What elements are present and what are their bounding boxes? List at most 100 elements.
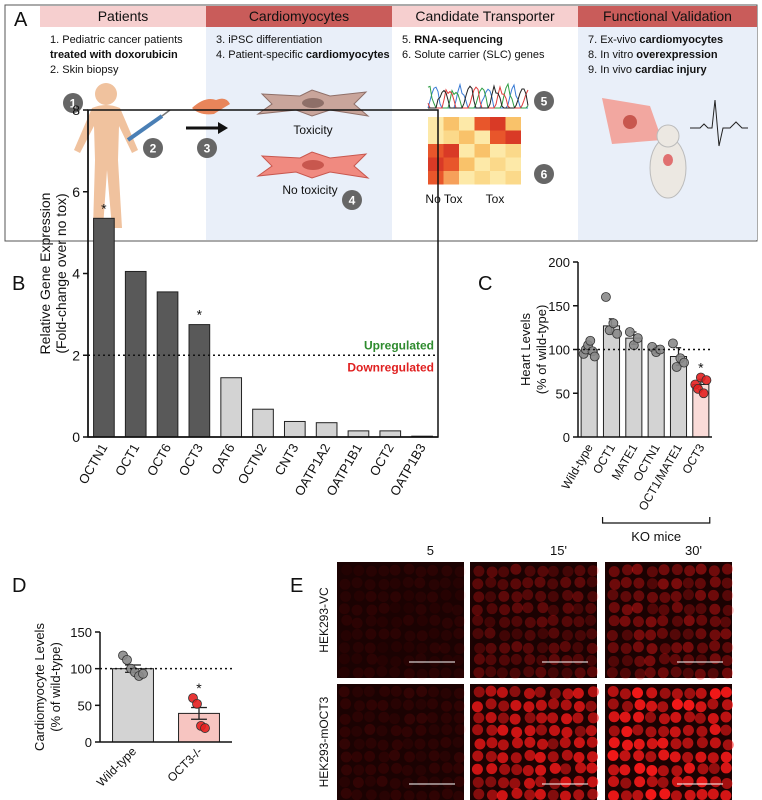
step-badge — [342, 190, 362, 210]
heatmap-cell — [459, 144, 475, 158]
cell — [561, 615, 573, 627]
cell — [586, 666, 598, 678]
cell — [366, 604, 378, 616]
cell — [709, 737, 721, 749]
cell — [633, 577, 645, 589]
micrograph-bg — [337, 684, 464, 800]
cell — [509, 713, 521, 725]
cell — [708, 763, 720, 775]
cell — [586, 736, 598, 748]
cell — [453, 700, 465, 712]
data-point — [668, 338, 678, 349]
cell — [524, 749, 536, 761]
cell — [720, 711, 732, 723]
cell — [619, 711, 631, 723]
cell — [621, 604, 633, 616]
cell — [695, 628, 707, 640]
cell — [669, 654, 681, 666]
y-tick-label: 0 — [563, 430, 570, 445]
cell — [415, 591, 427, 603]
data-point — [671, 362, 682, 372]
cell — [707, 712, 719, 724]
cell — [606, 629, 618, 641]
cell — [415, 653, 427, 665]
cell — [341, 564, 353, 576]
cell — [340, 590, 352, 602]
cell — [497, 724, 509, 736]
x-tick-label: OCT6 — [144, 441, 174, 479]
cell — [441, 602, 453, 614]
cell — [696, 614, 708, 626]
cell — [439, 642, 451, 654]
cell — [365, 737, 377, 749]
cell — [390, 685, 402, 697]
heatmap-cell — [443, 144, 459, 158]
micrograph — [337, 562, 466, 680]
cell-label: Toxicity — [293, 123, 332, 137]
cell — [547, 590, 559, 602]
cell — [547, 789, 559, 800]
data-point — [122, 654, 132, 665]
column-header-text: Candidate Transporter — [415, 8, 555, 24]
cell — [363, 711, 375, 723]
cell — [682, 589, 694, 601]
panel-label: E — [290, 575, 303, 597]
cell — [524, 789, 536, 800]
cell — [376, 725, 388, 737]
cell — [537, 602, 549, 614]
needle — [161, 109, 171, 117]
cell — [378, 711, 390, 723]
cell — [403, 668, 415, 680]
cell — [708, 565, 720, 577]
ecg-trace — [690, 99, 748, 147]
cell — [634, 655, 646, 667]
cell — [585, 725, 597, 737]
cell — [720, 790, 732, 800]
cell — [709, 629, 721, 641]
cell — [427, 591, 439, 603]
cell — [646, 700, 658, 712]
cell — [511, 591, 523, 603]
step-text: 7. Ex-vivo cardiomyocytes — [588, 34, 723, 46]
cell — [485, 654, 497, 666]
cell — [549, 725, 561, 737]
data-point — [608, 318, 619, 329]
cell — [351, 751, 363, 763]
cell — [496, 686, 508, 698]
cell — [454, 723, 466, 735]
cell — [391, 762, 403, 774]
cell — [535, 590, 547, 602]
cell — [471, 701, 483, 713]
cell — [377, 739, 389, 751]
cell — [709, 640, 721, 652]
chromatogram-trace — [428, 84, 529, 109]
y-axis-label: (% of wild-type) — [534, 305, 549, 395]
bar — [188, 324, 211, 438]
step-text: 9. In vivo cardiac injury — [588, 64, 707, 76]
cell — [440, 687, 452, 699]
cell — [620, 576, 632, 588]
cell — [473, 788, 485, 800]
cell — [720, 751, 732, 763]
cell — [497, 752, 509, 764]
cell — [390, 725, 402, 737]
cell — [607, 686, 619, 698]
step-badge-text: 5 — [541, 95, 548, 109]
cell — [574, 667, 586, 679]
mouse-head — [656, 124, 680, 148]
cell — [511, 737, 523, 749]
cell — [574, 725, 586, 737]
heatmap-cell — [490, 157, 506, 171]
person-body — [74, 105, 138, 228]
step-segment: 4. Patient-specific — [216, 49, 306, 61]
cell — [416, 712, 428, 724]
cell — [670, 738, 682, 750]
step-text: treated with doxorubicin — [50, 49, 178, 61]
heatmap-cell — [490, 171, 506, 185]
cell — [645, 629, 657, 641]
cell — [402, 699, 414, 711]
cell — [669, 726, 681, 738]
cell — [572, 712, 584, 724]
bar — [93, 217, 115, 438]
cell — [353, 565, 365, 577]
